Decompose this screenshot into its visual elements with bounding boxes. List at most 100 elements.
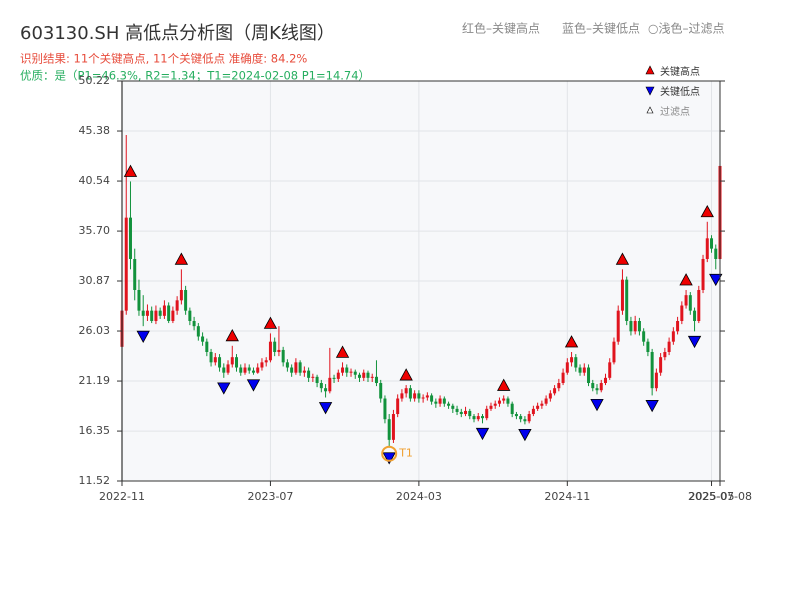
legend-symbol — [646, 106, 654, 114]
key-high-marker — [399, 368, 413, 381]
candle-body — [273, 341, 277, 353]
key-high-marker — [123, 164, 138, 177]
candle-body — [226, 364, 230, 373]
marks: T1 — [120, 114, 723, 465]
legend-symbol — [645, 86, 655, 96]
candle-body — [294, 362, 298, 373]
candle-body — [705, 238, 709, 259]
key-low-marker — [645, 400, 659, 413]
candle-body — [514, 414, 518, 417]
candle-body — [671, 331, 675, 342]
candle-body — [332, 377, 336, 379]
annotation-ring — [381, 445, 398, 462]
candle-body — [438, 398, 442, 404]
x-tick-label: 2025-05 — [689, 490, 735, 503]
candle-body — [213, 357, 217, 363]
candle-body — [302, 370, 306, 373]
candle-body — [345, 367, 349, 373]
candle-body — [548, 393, 552, 399]
candle-body — [251, 370, 255, 373]
candle-body — [184, 289, 188, 311]
key-high-marker — [700, 204, 714, 218]
candle-body — [396, 398, 400, 415]
candle-body — [680, 305, 684, 321]
candle-body — [654, 372, 658, 389]
header-legend: ○浅色–过滤点 — [648, 22, 724, 36]
candle-body — [464, 410, 468, 415]
candle-body — [285, 362, 289, 368]
key-low-marker — [590, 398, 604, 412]
key-low-marker — [382, 452, 396, 465]
y-tick-label: 16.35 — [79, 424, 111, 437]
candle-body — [209, 352, 213, 363]
candle-body — [277, 349, 281, 353]
key-high-marker — [564, 335, 579, 348]
candle-body — [370, 376, 374, 378]
key-high-marker — [679, 273, 693, 286]
candle-body — [578, 367, 582, 373]
candle-body — [268, 341, 272, 361]
candle-body — [447, 403, 451, 406]
candle-body — [256, 367, 260, 373]
key-low-marker — [518, 428, 532, 442]
candle-body — [523, 419, 527, 422]
candle-body — [480, 416, 484, 419]
candle-body — [315, 376, 319, 384]
candle-body — [527, 414, 531, 422]
legend-symbol — [645, 65, 655, 75]
candle-body — [341, 367, 345, 373]
candle-body — [243, 367, 247, 373]
candle-body — [455, 408, 459, 412]
key-low-marker — [318, 402, 333, 415]
candle-body — [379, 383, 383, 399]
candle-body — [565, 362, 569, 373]
x-tick-label: 2022-11 — [99, 490, 145, 503]
candle-body — [400, 393, 404, 399]
candle-body — [162, 305, 166, 316]
candle-body — [570, 357, 574, 363]
candle-body — [684, 295, 688, 306]
chart-title: 603130.SH 高低点分析图（周K线图） — [20, 23, 335, 44]
legend-label: 关键低点 — [660, 85, 700, 98]
x-tick-label: 2025-07-08 — [688, 490, 752, 503]
candle-body — [659, 357, 663, 373]
quality-text: 优质：是（P1=46.3%, R2=1.34；T1=2024-02-08 P1=… — [20, 69, 370, 83]
candle-body — [591, 383, 595, 389]
candle-body — [311, 376, 315, 378]
y-tick-label: 40.54 — [79, 174, 111, 187]
candle-body — [506, 398, 510, 404]
candle-body — [239, 367, 243, 373]
annotation-label: T1 — [398, 447, 413, 460]
candle-body — [362, 372, 366, 378]
candle-body — [167, 305, 171, 321]
candle-body — [476, 416, 480, 420]
candle-body — [434, 401, 438, 404]
key-high-marker — [335, 345, 350, 358]
candle-body — [595, 388, 599, 391]
key-low-marker — [217, 382, 231, 395]
candle-body — [391, 414, 395, 440]
candle-body — [714, 248, 718, 259]
key-low-marker — [709, 273, 723, 287]
candle-body — [387, 419, 391, 440]
legend-label: 过滤点 — [660, 105, 690, 118]
candle-body — [430, 395, 434, 402]
candle-body — [413, 393, 417, 399]
candle-body — [544, 398, 548, 404]
candle-body — [298, 362, 302, 373]
header-legend: 蓝色–关键低点 — [562, 22, 640, 36]
candle-body — [218, 357, 222, 368]
candle-body — [489, 405, 493, 409]
candle-body — [493, 403, 497, 406]
candle-body — [599, 383, 603, 391]
candle-body — [192, 321, 196, 327]
candle-body — [175, 300, 179, 311]
candle-body — [336, 372, 340, 379]
candle-body — [625, 279, 629, 321]
candle-body — [502, 398, 506, 401]
candle-body — [188, 310, 192, 321]
candle-body — [587, 367, 591, 384]
candle-body — [366, 372, 370, 378]
candle-body — [701, 258, 705, 290]
